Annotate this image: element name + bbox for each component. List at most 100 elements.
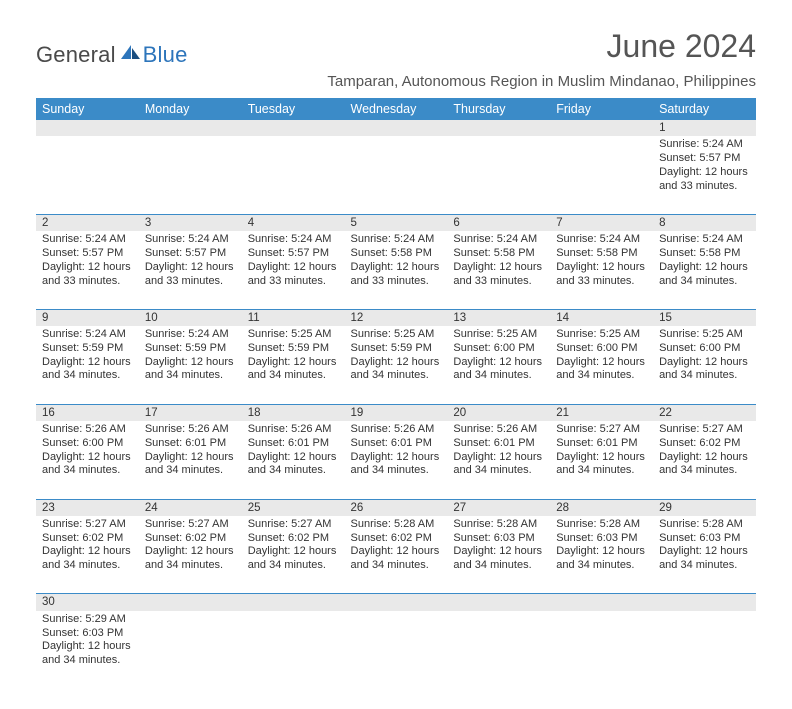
sunrise-line: Sunrise: 5:28 AM (453, 518, 544, 532)
daylight-line: and 34 minutes. (42, 369, 133, 383)
sunset-line: Sunset: 6:00 PM (453, 342, 544, 356)
day-cell: Sunrise: 5:24 AMSunset: 5:58 PMDaylight:… (653, 231, 756, 309)
brand-logo: General Blue (36, 42, 188, 68)
day-number: 28 (550, 499, 653, 516)
sunrise-line: Sunrise: 5:24 AM (351, 233, 442, 247)
calendar-table: SundayMondayTuesdayWednesdayThursdayFrid… (36, 98, 756, 689)
day-number-blank (447, 120, 550, 136)
day-number-blank (345, 120, 448, 136)
daylight-line: and 34 minutes. (42, 654, 133, 668)
title-block: June 2024 Tamparan, Autonomous Region in… (327, 28, 756, 90)
day-cell: Sunrise: 5:27 AMSunset: 6:02 PMDaylight:… (139, 516, 242, 594)
sunrise-line: Sunrise: 5:24 AM (556, 233, 647, 247)
sunset-line: Sunset: 5:58 PM (351, 247, 442, 261)
sunset-line: Sunset: 6:01 PM (145, 437, 236, 451)
sunset-line: Sunset: 5:57 PM (248, 247, 339, 261)
daylight-line: and 34 minutes. (42, 464, 133, 478)
day-number: 30 (36, 594, 139, 611)
day-number-blank (447, 594, 550, 611)
daylight-line: Daylight: 12 hours (556, 545, 647, 559)
day-cell: Sunrise: 5:28 AMSunset: 6:03 PMDaylight:… (447, 516, 550, 594)
calendar-page: General Blue June 2024 Tamparan, Autonom… (0, 0, 792, 709)
day-cell: Sunrise: 5:25 AMSunset: 5:59 PMDaylight:… (345, 326, 448, 404)
sunrise-line: Sunrise: 5:24 AM (248, 233, 339, 247)
sunrise-line: Sunrise: 5:27 AM (42, 518, 133, 532)
detail-row: Sunrise: 5:24 AMSunset: 5:57 PMDaylight:… (36, 231, 756, 309)
day-cell: Sunrise: 5:29 AMSunset: 6:03 PMDaylight:… (36, 611, 139, 689)
day-cell: Sunrise: 5:26 AMSunset: 6:01 PMDaylight:… (242, 421, 345, 499)
sunrise-line: Sunrise: 5:25 AM (453, 328, 544, 342)
day-number: 11 (242, 309, 345, 326)
detail-row: Sunrise: 5:26 AM Sunset: 6:00 PM Daylight:… (36, 421, 756, 499)
day-cell: Sunrise: 5:24 AMSunset: 5:58 PMDaylight:… (345, 231, 448, 309)
sunset-line: Sunset: 6:01 PM (556, 437, 647, 451)
sunrise-line: Sunrise: 5:28 AM (556, 518, 647, 532)
day-number: 10 (139, 309, 242, 326)
daynum-row: 2345678 (36, 214, 756, 231)
day-cell: Sunrise: 5:24 AMSunset: 5:59 PMDaylight:… (139, 326, 242, 404)
day-number: 6 (447, 214, 550, 231)
sunrise-line: Sunrise: 5:27 AM (556, 423, 647, 437)
daylight-line: and 34 minutes. (145, 464, 236, 478)
day-number: 7 (550, 214, 653, 231)
day-cell: Sunrise: 5:25 AMSunset: 6:00 PMDaylight:… (550, 326, 653, 404)
daylight-line: and 33 minutes. (351, 275, 442, 289)
day-number: 22 (653, 404, 756, 421)
day-cell: Sunrise: 5:24 AMSunset: 5:58 PMDaylight:… (550, 231, 653, 309)
day-cell: Sunrise: 5:24 AMSunset: 5:57 PMDaylight:… (653, 136, 756, 214)
day-number-blank (139, 594, 242, 611)
weekday-header: Monday (139, 98, 242, 120)
daylight-line: Daylight: 12 hours (659, 261, 750, 275)
detail-row: Sunrise: 5:27 AMSunset: 6:02 PMDaylight:… (36, 516, 756, 594)
weekday-header: Thursday (447, 98, 550, 120)
sunrise-line: Sunrise: 5:27 AM (145, 518, 236, 532)
day-cell-blank (345, 136, 448, 214)
sunrise-line: Sunrise: 5:26 AM (453, 423, 544, 437)
daylight-line: and 34 minutes. (556, 369, 647, 383)
daylight-line: and 34 minutes. (248, 559, 339, 573)
sunrise-line: Sunrise: 5:26 AM (351, 423, 442, 437)
daylight-line: Daylight: 12 hours (351, 545, 442, 559)
day-cell-blank (550, 136, 653, 214)
sunset-line: Sunset: 6:00 PM (42, 437, 133, 451)
sunset-line: Sunset: 5:59 PM (351, 342, 442, 356)
sunset-line: Sunset: 5:59 PM (42, 342, 133, 356)
daylight-line: Daylight: 12 hours (659, 451, 750, 465)
day-number: 16 (36, 404, 139, 421)
daylight-line: and 33 minutes. (42, 275, 133, 289)
sunrise-line: Sunrise: 5:28 AM (659, 518, 750, 532)
daylight-line: Daylight: 12 hours (351, 451, 442, 465)
day-cell-blank (139, 136, 242, 214)
daylight-line: and 34 minutes. (145, 369, 236, 383)
weekday-header: Friday (550, 98, 653, 120)
sunset-line: Sunset: 5:57 PM (42, 247, 133, 261)
daylight-line: Daylight: 12 hours (145, 451, 236, 465)
daylight-line: and 34 minutes. (453, 464, 544, 478)
sunrise-line: Sunrise: 5:25 AM (351, 328, 442, 342)
sunset-line: Sunset: 5:59 PM (248, 342, 339, 356)
daylight-line: Daylight: 12 hours (248, 451, 339, 465)
day-number-blank (242, 594, 345, 611)
sunrise-line: Sunrise: 5:24 AM (659, 233, 750, 247)
daylight-line: and 34 minutes. (556, 464, 647, 478)
daylight-line: Daylight: 12 hours (351, 261, 442, 275)
day-number-blank (139, 120, 242, 136)
day-cell: Sunrise: 5:26 AMSunset: 6:01 PMDaylight:… (345, 421, 448, 499)
day-cell-blank (36, 136, 139, 214)
sunrise-line: Sunrise: 5:26 AM (145, 423, 236, 437)
daynum-row: 9101112131415 (36, 309, 756, 326)
sunrise-line: Sunrise: 5:24 AM (145, 328, 236, 342)
sunset-line: Sunset: 6:02 PM (659, 437, 750, 451)
day-cell: Sunrise: 5:24 AMSunset: 5:57 PMDaylight:… (36, 231, 139, 309)
daylight-line: Daylight: 12 hours (42, 640, 133, 654)
daylight-line: and 34 minutes. (453, 369, 544, 383)
daylight-line: and 34 minutes. (659, 559, 750, 573)
sunrise-line: Sunrise: 5:24 AM (659, 138, 750, 152)
sunset-line: Sunset: 6:02 PM (145, 532, 236, 546)
daylight-line: Daylight: 12 hours (145, 545, 236, 559)
month-title: June 2024 (327, 28, 756, 65)
sunset-line: Sunset: 6:02 PM (351, 532, 442, 546)
day-number: 20 (447, 404, 550, 421)
sunset-line: Sunset: 6:03 PM (556, 532, 647, 546)
daylight-line: and 34 minutes. (42, 559, 133, 573)
